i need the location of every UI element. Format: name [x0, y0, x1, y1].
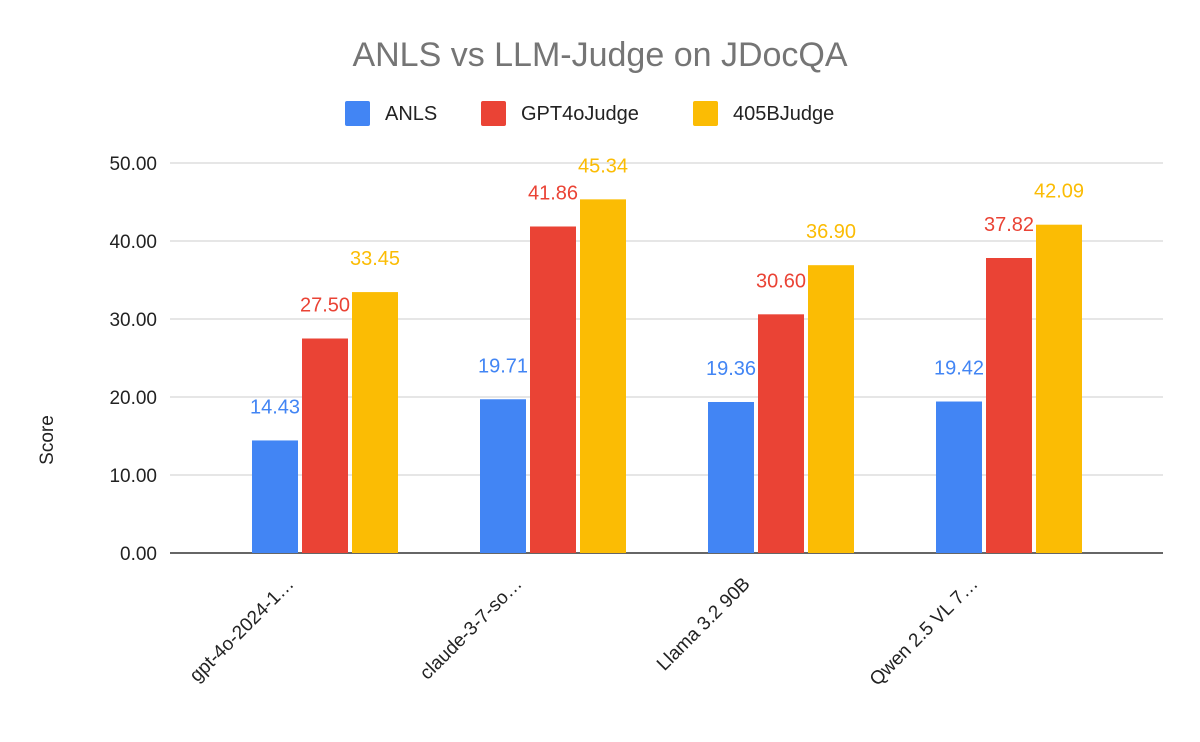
y-tick-label: 50.00 — [109, 154, 157, 175]
y-tick-label: 0.00 — [120, 544, 157, 565]
legend-swatch — [693, 101, 718, 126]
legend: ANLS GPT4oJudge 405BJudge — [345, 101, 834, 126]
bar-gpt4ojudge — [302, 338, 348, 553]
bar-gpt4ojudge — [986, 258, 1032, 553]
y-tick-label: 40.00 — [109, 232, 157, 253]
bar-gpt4ojudge — [530, 226, 576, 553]
bar-405bjudge — [580, 199, 626, 553]
bar-gpt4ojudge — [758, 314, 804, 553]
data-label: 36.90 — [806, 221, 856, 243]
data-label: 19.36 — [706, 358, 756, 380]
data-label: 41.86 — [528, 182, 578, 204]
chart-title: ANLS vs LLM-Judge on JDocQA — [352, 36, 847, 74]
y-axis-title: Score — [37, 415, 58, 465]
x-tick-label: Qwen 2.5 VL 7… — [866, 574, 983, 691]
data-label: 45.34 — [578, 155, 628, 177]
legend-label: GPT4oJudge — [521, 103, 639, 125]
bar-405bjudge — [352, 292, 398, 553]
legend-label: 405BJudge — [733, 103, 834, 125]
bar-anls — [480, 399, 526, 553]
data-label: 19.71 — [478, 355, 528, 377]
x-tick-label: claude-3-7-so… — [416, 574, 526, 684]
y-axis-ticks: 0.00 10.00 20.00 30.00 40.00 50.00 — [109, 154, 157, 565]
x-axis-labels: gpt-4o-2024-1… claude-3-7-so… Llama 3.2 90… — [186, 574, 983, 691]
legend-swatch — [345, 101, 370, 126]
data-label: 14.43 — [250, 396, 300, 418]
y-tick-label: 30.00 — [109, 310, 157, 331]
legend-label: ANLS — [385, 103, 437, 125]
y-tick-label: 10.00 — [109, 466, 157, 487]
data-label: 42.09 — [1034, 181, 1084, 203]
bar-anls — [708, 401, 754, 553]
y-tick-label: 20.00 — [109, 388, 157, 409]
bar-405bjudge — [1036, 224, 1082, 553]
bar-anls — [936, 401, 982, 553]
legend-swatch — [481, 101, 506, 126]
data-label: 33.45 — [350, 248, 400, 270]
x-tick-label: gpt-4o-2024-1… — [186, 574, 299, 687]
x-tick-label: Llama 3.2 90B — [653, 574, 754, 675]
bars — [252, 199, 1082, 553]
data-label: 27.50 — [300, 295, 350, 317]
bar-anls — [252, 440, 298, 553]
data-label: 19.42 — [934, 358, 984, 380]
data-label: 37.82 — [984, 214, 1034, 236]
bar-405bjudge — [808, 265, 854, 553]
data-label: 30.60 — [756, 270, 806, 292]
